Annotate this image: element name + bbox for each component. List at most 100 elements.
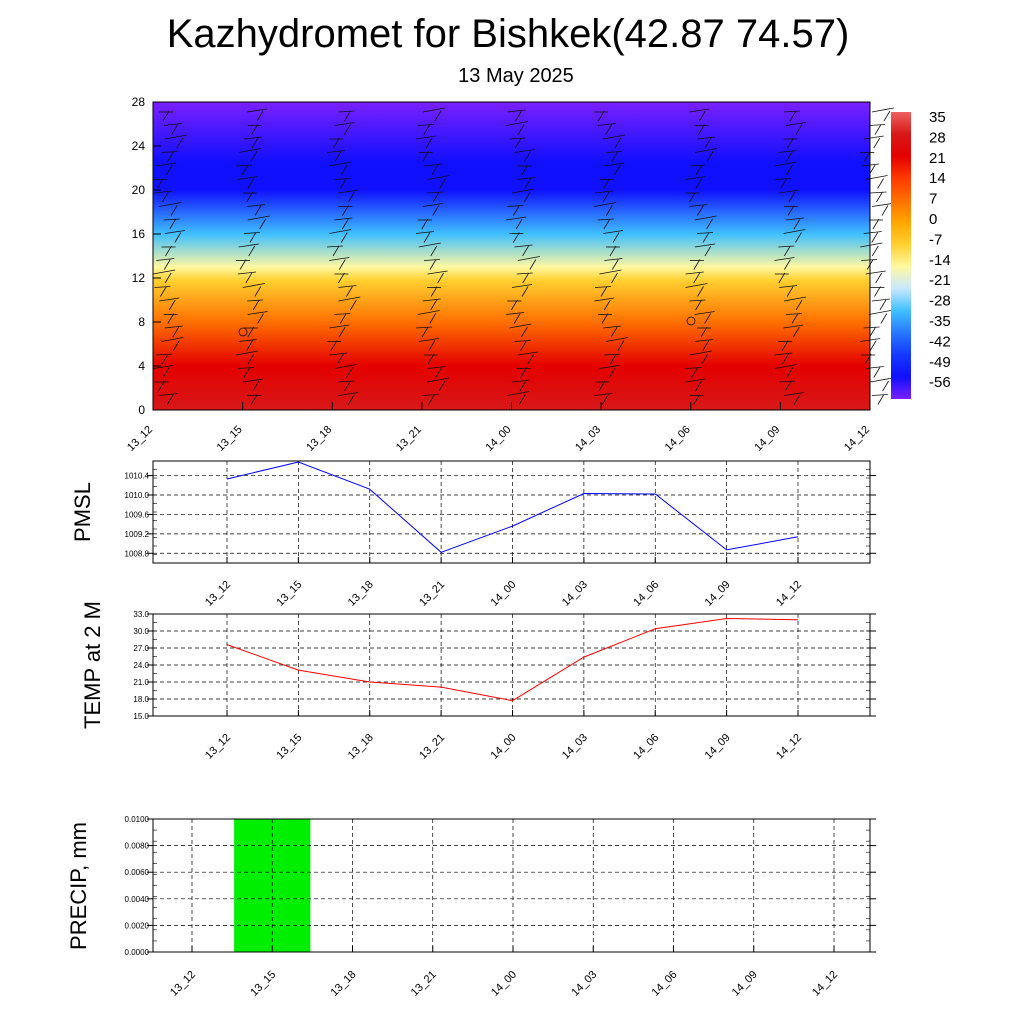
wind-barb xyxy=(158,380,165,392)
wind-barb xyxy=(789,110,797,122)
wind-barb xyxy=(237,271,256,275)
wind-barb xyxy=(154,190,173,194)
wind-barb xyxy=(418,242,441,248)
wind-barb xyxy=(689,204,708,207)
wind-barb xyxy=(429,259,437,270)
x-tick-label: 13_15 xyxy=(215,424,245,454)
y-tick-label: 8 xyxy=(138,315,145,329)
wind-barb xyxy=(247,326,255,338)
x-tick-label: 14_03 xyxy=(569,969,599,999)
wind-barb xyxy=(161,151,178,153)
temp-grid xyxy=(153,613,870,717)
wind-barb xyxy=(522,245,529,257)
y-tick-label: 1010.0 xyxy=(125,491,150,500)
wind-barb xyxy=(173,340,180,351)
wind-barb xyxy=(874,286,881,297)
wind-barb xyxy=(698,110,706,122)
wind-barb xyxy=(159,393,178,396)
wind-barb xyxy=(863,231,882,234)
wind-barb xyxy=(344,124,351,135)
pmsl-frame xyxy=(152,460,871,564)
wind-barb xyxy=(348,191,355,203)
wind-barb xyxy=(416,326,433,329)
wind-barb xyxy=(872,218,880,230)
wind-barb xyxy=(161,337,184,342)
wind-barb xyxy=(162,367,170,378)
precip-grid xyxy=(153,818,870,953)
wind-barb xyxy=(430,299,437,311)
wind-barb xyxy=(235,350,259,356)
y-tick-label: 21.0 xyxy=(133,678,149,687)
wind-barb xyxy=(506,121,529,126)
wind-barb xyxy=(529,259,537,270)
y-tick-label: 0.0060 xyxy=(125,868,150,877)
wind-barb xyxy=(350,299,357,311)
wind-barb xyxy=(774,352,793,356)
wind-barb xyxy=(166,164,173,176)
wind-barb xyxy=(507,391,530,396)
wind-barb xyxy=(346,367,353,378)
cross-section-field xyxy=(153,102,870,410)
colorbar-label: -56 xyxy=(929,374,951,391)
temp-y-axis: 15.0 18.0 21.0 24.0 27.0 30.0 33.0 xyxy=(133,610,876,721)
wind-barb xyxy=(695,178,703,189)
wind-barb xyxy=(422,298,441,302)
wind-barb xyxy=(248,245,256,257)
wind-barb xyxy=(784,296,807,302)
wind-barb xyxy=(871,394,888,396)
wind-barb xyxy=(421,326,429,338)
wind-barb xyxy=(605,337,629,342)
wind-barb xyxy=(793,218,801,230)
wind-barb xyxy=(603,218,611,230)
colorbar-label: 7 xyxy=(929,191,937,208)
wind-barb xyxy=(871,232,879,243)
wind-barb xyxy=(427,366,446,369)
wind-barb xyxy=(427,191,444,194)
precip-panel: 0.0000 0.0020 0.0040 0.0060 0.0080 0.0100 13_… xyxy=(66,815,876,999)
colorbar-label: 28 xyxy=(929,129,946,146)
wind-barb xyxy=(795,232,802,243)
wind-barb xyxy=(326,245,344,248)
wind-barb xyxy=(785,313,803,315)
wind-barb xyxy=(161,353,169,365)
wind-barb xyxy=(427,353,435,365)
wind-barb xyxy=(694,339,713,342)
wind-barb xyxy=(164,325,183,329)
wind-barb xyxy=(432,205,440,216)
wind-barb xyxy=(334,178,351,180)
x-tick-label: 13_21 xyxy=(409,969,439,999)
wind-barb xyxy=(347,394,355,405)
wind-barb xyxy=(516,272,533,275)
wind-barb xyxy=(164,272,172,284)
y-tick-label: 15.0 xyxy=(133,712,149,721)
wind-barb xyxy=(873,367,881,378)
wind-barb xyxy=(509,323,532,329)
wind-barb xyxy=(250,151,258,162)
x-tick-label: 14_03 xyxy=(560,732,590,762)
x-tick-label: 13_12 xyxy=(203,732,233,762)
wind-barb xyxy=(169,218,177,230)
wind-barb xyxy=(689,164,706,167)
wind-barb xyxy=(245,272,253,284)
temp-series-line xyxy=(226,617,799,702)
wind-barb xyxy=(779,380,796,383)
wind-barb xyxy=(507,205,524,207)
wind-barb xyxy=(795,124,803,135)
wind-barb xyxy=(243,232,260,234)
wind-barb xyxy=(514,149,535,153)
wind-barb xyxy=(610,326,618,338)
wind-barb xyxy=(871,298,890,302)
wind-barb xyxy=(330,340,338,351)
wind-barb xyxy=(787,205,795,216)
wind-barb xyxy=(250,394,258,405)
wind-barb xyxy=(246,191,254,203)
temp-panel: 15.018.021.024.027.030.033.0 13_12 13_15 1… xyxy=(80,601,876,762)
wind-barb xyxy=(236,164,253,167)
wind-barb xyxy=(329,352,348,356)
wind-barb xyxy=(430,245,438,257)
wind-barb xyxy=(795,299,803,311)
wind-barb xyxy=(881,205,889,216)
wind-barb xyxy=(247,178,255,189)
wind-barb xyxy=(257,313,264,324)
